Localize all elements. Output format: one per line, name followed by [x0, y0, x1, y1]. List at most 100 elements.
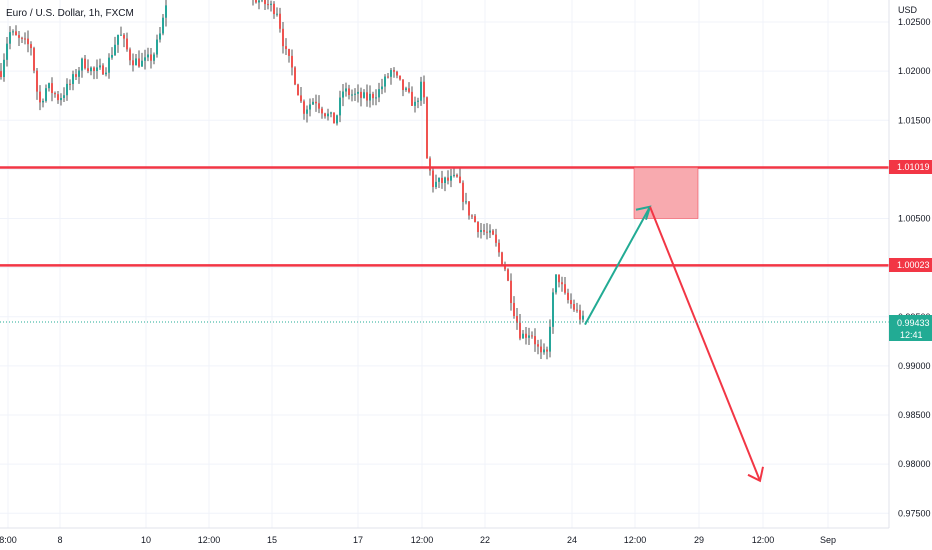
candle-124	[456, 173, 458, 178]
candle-151	[537, 339, 539, 355]
candle-body-156	[552, 292, 554, 327]
time-axis[interactable]: 8:00 8 10 12:00 15 17 12:00 22 24 12:00 29 12:00 Sep	[0, 535, 836, 545]
candle-body-37	[111, 54, 113, 58]
supply-zone[interactable]	[633, 167, 699, 219]
candle-body-134	[486, 231, 488, 233]
candle-body-86	[342, 91, 344, 98]
candle-55	[165, 0, 167, 27]
candle-135	[489, 224, 491, 238]
candle-43	[129, 47, 131, 66]
candle-119	[441, 170, 443, 189]
candle-29	[87, 59, 89, 74]
candle-body-69	[291, 55, 293, 68]
candle-body-66	[282, 28, 284, 47]
candle-125	[459, 168, 461, 184]
candle-body-111	[417, 100, 419, 102]
candle-body-60	[264, 0, 266, 5]
candle-body-83	[333, 112, 335, 124]
candle-body-6	[18, 35, 20, 38]
candle-body-7	[21, 37, 23, 39]
candle-body-9	[27, 38, 29, 45]
candle-body-62	[270, 3, 272, 5]
candle-body-125	[459, 176, 461, 183]
candle-body-100	[384, 76, 386, 87]
candle-25	[75, 68, 77, 80]
candle-body-28	[84, 58, 86, 69]
candle-body-16	[48, 83, 50, 89]
candle-body-12	[36, 70, 38, 92]
x-tick-0: 8:00	[0, 535, 17, 545]
candle-73	[303, 99, 305, 120]
y-tick-0: 1.02500	[898, 17, 931, 27]
candle-body-128	[468, 201, 470, 216]
candle-154	[546, 346, 548, 360]
candle-127	[465, 192, 467, 205]
candle-128	[468, 201, 470, 220]
candle-body-71	[297, 84, 299, 96]
candle-17	[51, 77, 53, 102]
candle-body-137	[495, 234, 497, 243]
candle-52	[156, 34, 158, 58]
candle-63	[273, 1, 275, 19]
horizontal-levels[interactable]	[0, 166, 889, 267]
candle-1	[3, 53, 5, 82]
candle-111	[417, 97, 419, 109]
candle-body-161	[567, 292, 569, 301]
candle-35	[105, 67, 107, 77]
candle-36	[108, 53, 110, 79]
projection-down-arrowhead	[747, 466, 764, 483]
candle-102	[390, 68, 392, 85]
candle-153	[543, 343, 545, 355]
candle-body-148	[528, 335, 530, 338]
candle-body-77	[315, 101, 317, 104]
x-tick-1: 8	[57, 535, 62, 545]
candle-58	[258, 0, 260, 10]
candle-42	[126, 32, 128, 52]
candle-93	[363, 89, 365, 99]
candle-body-106	[402, 79, 404, 91]
candle-body-27	[81, 58, 83, 71]
candle-body-160	[564, 284, 566, 293]
current-price-timer: 12:41	[900, 330, 923, 340]
candle-115	[429, 156, 431, 176]
candle-body-145	[519, 322, 521, 339]
candle-85	[339, 90, 341, 123]
candle-body-39	[117, 34, 119, 45]
candle-134	[486, 223, 488, 240]
candle-156	[552, 288, 554, 334]
candle-112	[420, 76, 422, 106]
candle-14	[42, 98, 44, 108]
candle-15	[45, 84, 47, 103]
candle-body-4	[12, 31, 14, 33]
candle-body-14	[42, 100, 44, 103]
candle-body-21	[63, 95, 65, 98]
candle-body-24	[72, 74, 74, 85]
candle-116	[432, 168, 434, 193]
candle-body-32	[96, 67, 98, 72]
candle-body-22	[66, 83, 68, 96]
candle-body-36	[108, 57, 110, 73]
candle-body-118	[438, 177, 440, 182]
candle-107	[405, 86, 407, 92]
candle-150	[534, 328, 536, 352]
candle-161	[567, 288, 569, 304]
candle-95	[369, 85, 371, 108]
candle-132	[480, 222, 482, 239]
candle-122	[450, 168, 452, 188]
candle-body-80	[324, 113, 326, 117]
candle-8	[24, 32, 26, 45]
candle-28	[84, 55, 86, 70]
candle-121	[447, 170, 449, 185]
x-tick-9: 12:00	[624, 535, 647, 545]
candle-99	[381, 78, 383, 95]
candle-body-74	[306, 109, 308, 114]
projection-path[interactable]	[584, 205, 764, 483]
candle-body-98	[378, 89, 380, 98]
candle-body-135	[489, 230, 491, 233]
candle-body-131	[477, 221, 479, 233]
candle-body-119	[441, 177, 443, 184]
candle-9	[27, 30, 29, 53]
candle-body-84	[336, 115, 338, 124]
candle-50	[150, 48, 152, 69]
